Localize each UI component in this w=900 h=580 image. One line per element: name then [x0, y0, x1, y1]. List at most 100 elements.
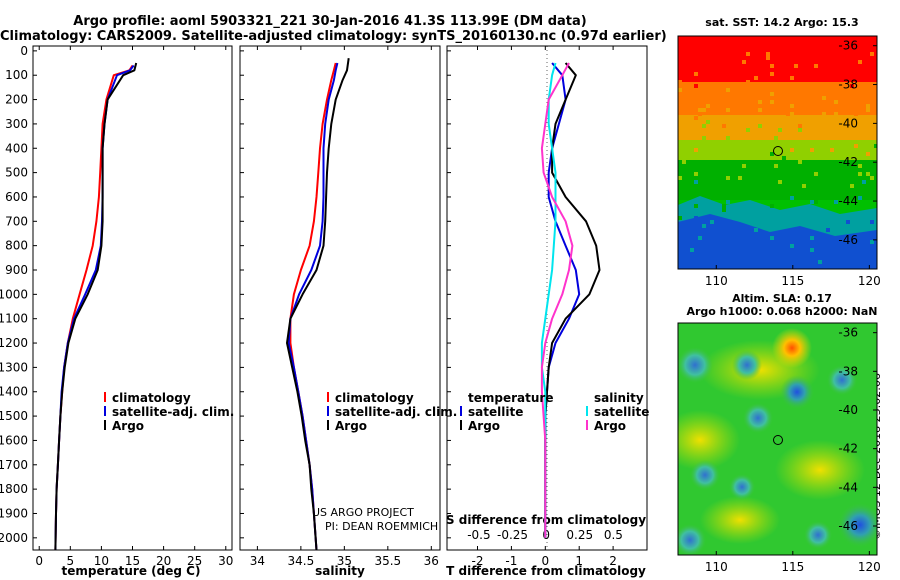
sst-pixel: [798, 160, 802, 164]
sst-pixel: [686, 252, 690, 256]
sst-pixel: [694, 136, 698, 140]
legend-label-argo: Argo: [112, 419, 144, 433]
sst-pixel: [678, 148, 682, 152]
sst-pixel: [754, 96, 758, 100]
depth-tick-label: 100: [5, 68, 28, 82]
sst-pixel: [862, 180, 866, 184]
sst-pixel: [770, 252, 774, 256]
sst-pixel: [738, 176, 742, 180]
map-lat-label: -42: [838, 155, 858, 169]
sst-pixel: [874, 136, 877, 140]
sst-pixel: [766, 56, 770, 60]
map-lon-label: 115: [781, 274, 804, 288]
sst-pixel: [722, 164, 726, 168]
sst-pixel: [778, 180, 782, 184]
sst-pixel: [834, 112, 838, 116]
map-lat-label: -40: [838, 403, 858, 417]
sst-pixel: [706, 200, 710, 204]
sst-pixel: [798, 124, 802, 128]
sst-pixel: [778, 52, 782, 56]
depth-tick-label: 1300: [0, 360, 28, 374]
x-tick-label: -1: [505, 554, 517, 568]
sst-pixel: [830, 220, 834, 224]
sst-pixel: [790, 84, 794, 88]
sst-pixel: [678, 216, 682, 220]
sla-map-title-2: Argo h1000: 0.068 h2000: NaN: [686, 305, 878, 318]
sst-pixel: [738, 92, 742, 96]
sst-pixel: [678, 208, 682, 212]
depth-tick-label: 800: [5, 239, 28, 253]
map-lon-label: 115: [781, 560, 804, 574]
sst-pixel: [770, 92, 774, 96]
depth-tick-label: 400: [5, 141, 28, 155]
depth-tick-label: 1500: [0, 409, 28, 423]
map-lat-label: -36: [838, 39, 858, 53]
depth-tick-label: 1000: [0, 287, 28, 301]
s-diff-tick-label: 0.25: [566, 528, 593, 542]
sst-pixel: [726, 200, 730, 204]
sst-pixel: [826, 140, 830, 144]
sst-pixel: [814, 64, 818, 68]
sst-pixel: [734, 176, 738, 180]
sst-pixel: [774, 164, 778, 168]
sst-pixel: [866, 172, 870, 176]
sst-pixel: [870, 136, 874, 140]
sst-pixel: [870, 248, 874, 252]
sst-pixel: [710, 220, 714, 224]
series-temperature-argo: [544, 62, 601, 538]
depth-tick-label: 600: [5, 190, 28, 204]
sst-pixel: [826, 168, 830, 172]
credit-line-2: PI: DEAN ROEMMICH: [325, 520, 438, 533]
sst-pixel: [858, 60, 862, 64]
x-tick-label: 15: [125, 554, 140, 568]
sst-pixel: [834, 248, 838, 252]
sst-pixel: [710, 148, 714, 152]
sst-pixel: [806, 64, 810, 68]
map-lat-label: -40: [838, 116, 858, 130]
map-lon-label: 110: [705, 274, 728, 288]
sst-pixel: [810, 256, 814, 260]
sst-pixel: [822, 96, 826, 100]
sst-pixel: [802, 120, 806, 124]
legend-swatch-satellite: [104, 406, 106, 416]
legend-label-climatology: climatology: [335, 391, 414, 405]
sst-pixel: [814, 200, 818, 204]
sst-pixel: [766, 52, 770, 56]
map-lat-label: -44: [838, 194, 858, 208]
sst-pixel: [834, 264, 838, 268]
sst-pixel: [826, 216, 830, 220]
temperature-axes-frame: [32, 45, 233, 551]
sst-pixel: [846, 256, 850, 260]
sst-pixel: [858, 196, 862, 200]
sst-pixel: [810, 48, 814, 52]
sst-pixel: [770, 152, 774, 156]
sst-pixel: [722, 204, 726, 208]
series-argo: [286, 58, 350, 551]
depth-tick-label: 700: [5, 214, 28, 228]
sst-pixel: [682, 108, 686, 112]
depth-tick-label: 1800: [0, 482, 28, 496]
sst-pixel: [770, 236, 774, 240]
sst-pixel: [854, 144, 858, 148]
sst-pixel: [790, 104, 794, 108]
sst-pixel: [770, 204, 774, 208]
sst-pixel: [754, 76, 758, 80]
sst-pixel: [726, 72, 730, 76]
depth-tick-label: 1900: [0, 506, 28, 520]
sst-pixel: [678, 116, 682, 120]
sst-pixel: [778, 244, 782, 248]
sst-pixel: [682, 84, 686, 88]
sst-pixel: [678, 76, 682, 80]
sst-pixel: [758, 124, 762, 128]
sst-pixel: [746, 52, 750, 56]
sst-pixel: [678, 176, 682, 180]
sst-pixel: [698, 108, 702, 112]
sst-pixel: [794, 64, 798, 68]
sst-pixel: [746, 156, 750, 160]
sst-pixel: [706, 120, 710, 124]
sst-pixel: [790, 196, 794, 200]
sst-pixel: [802, 92, 806, 96]
sst-pixel: [826, 228, 830, 232]
sst-pixel: [770, 160, 774, 164]
sst-pixel: [866, 220, 870, 224]
